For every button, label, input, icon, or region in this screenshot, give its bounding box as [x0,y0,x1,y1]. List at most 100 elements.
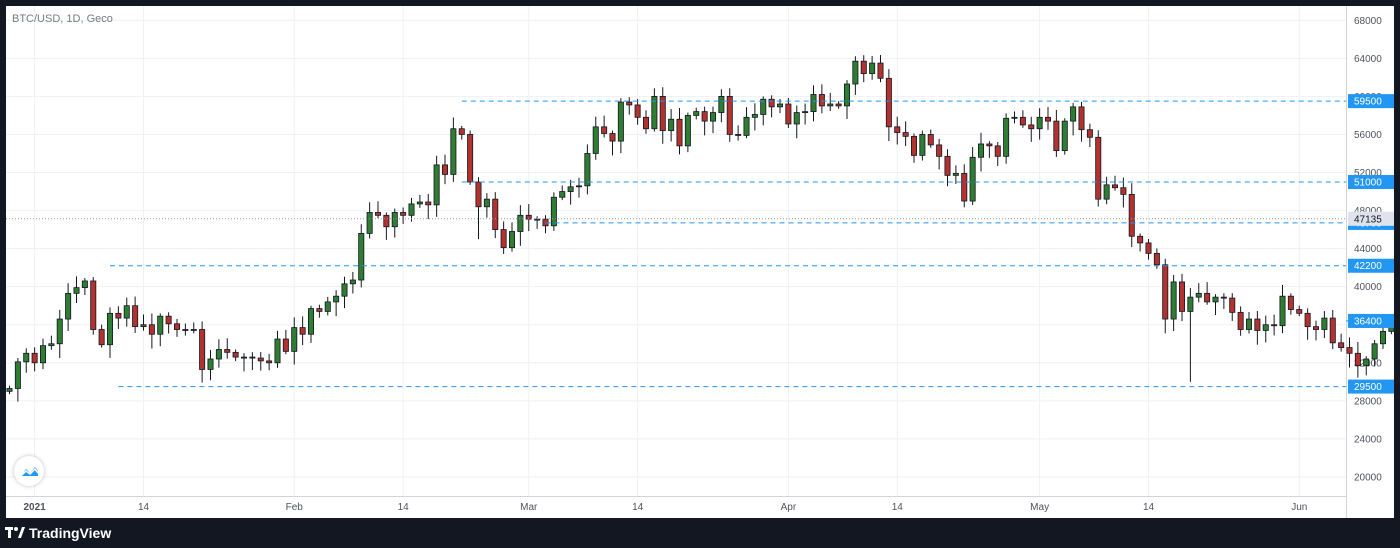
candle-up [517,214,524,232]
candle-up [693,111,700,116]
candle-down [1346,347,1353,354]
brand-name: TradingView [29,525,112,541]
candle-up [207,358,214,370]
candle-up [952,173,959,176]
level-label: 29500 [1354,382,1382,393]
candle-down [626,101,633,106]
candle-up [1262,324,1269,331]
candle-down [425,201,432,206]
candle-down [735,134,742,136]
candle-up [56,318,63,345]
y-tick-label: 24000 [1354,434,1382,445]
candle-up [157,315,164,335]
level-label: 42200 [1354,261,1382,272]
level-label: 36400 [1354,316,1382,327]
y-tick-label: 52000 [1354,168,1382,179]
candle-down [726,95,733,135]
candle-up [793,112,800,125]
candle-down [224,349,231,353]
level-label: 51000 [1354,178,1382,189]
candle-up [550,196,557,227]
x-tick-label: Mar [520,502,538,513]
candle-up [215,349,222,360]
candle-down [374,212,381,216]
candle-down [885,77,892,128]
candle-up [107,312,114,346]
candle-down [249,356,256,359]
candle-up [919,134,926,156]
candle-down [818,94,825,107]
x-tick-label: May [1030,502,1049,513]
candle-up [651,95,658,130]
x-tick-label: 14 [892,502,904,513]
candle-down [500,229,507,249]
last-price-label: 47135 [1354,214,1382,225]
candle-up [349,279,356,285]
candle-down [90,280,97,330]
candle-up [81,280,88,289]
candle-up [508,231,515,249]
candle-down [601,126,608,134]
y-tick-label: 44000 [1354,244,1382,255]
candle-down [1354,352,1361,367]
candle-down [1313,326,1320,330]
candle-up [408,203,415,216]
candle-down [266,360,273,364]
candle-down [1304,312,1311,328]
candle-up [1371,343,1378,360]
candle-up [576,185,583,188]
candle-up [827,103,834,107]
candle-up [433,164,440,206]
candle-up [48,343,55,347]
candle-down [936,144,943,157]
candle-up [810,94,817,113]
candle-up [684,115,691,147]
candle-up [73,287,80,294]
candlestick-chart[interactable]: 2000024000280003200036000400004400048000… [6,6,1394,518]
candle-down [441,164,448,175]
candle-up [23,352,30,363]
candle-up [718,95,725,113]
candle-up [1170,281,1177,320]
candle-down [1095,136,1102,200]
candle-down [609,133,616,142]
candle-up [1279,295,1286,327]
x-tick-label: 2021 [24,502,47,513]
x-tick-label: 14 [138,502,150,513]
candle-down [199,329,206,370]
candle-up [567,186,574,192]
candle-up [1321,317,1328,330]
candle-down [31,352,38,364]
candle-down [282,338,289,352]
candle-down [1053,120,1060,152]
tradingview-badge-icon[interactable] [14,456,44,486]
candle-up [852,60,859,85]
candle-down [1019,116,1026,126]
candle-up [710,112,717,122]
candle-up [483,198,490,208]
candle-up [1070,106,1077,122]
x-tick-label: Feb [286,502,304,513]
brand[interactable]: TradingView [5,525,111,541]
candle-down [986,143,993,147]
candle-up [1187,296,1194,312]
level-label-bg [1348,258,1394,273]
candle-down [115,312,122,319]
candle-down [458,128,465,135]
level-label-bg [1348,175,1394,190]
candle-down [961,173,968,202]
candle-up [592,126,599,154]
candle-down [877,62,884,79]
candle-up [978,143,985,158]
candle-down [701,111,708,122]
candle-down [132,305,139,328]
candle-down [634,104,641,118]
candle-up [1003,117,1010,157]
candle-up [559,191,566,198]
candle-up [366,212,373,234]
candle-down [232,351,239,358]
chart-frame[interactable]: 2000024000280003200036000400004400048000… [6,6,1394,518]
y-tick-label: 68000 [1354,16,1382,27]
candle-down [1254,318,1261,331]
candle-down [835,103,842,107]
